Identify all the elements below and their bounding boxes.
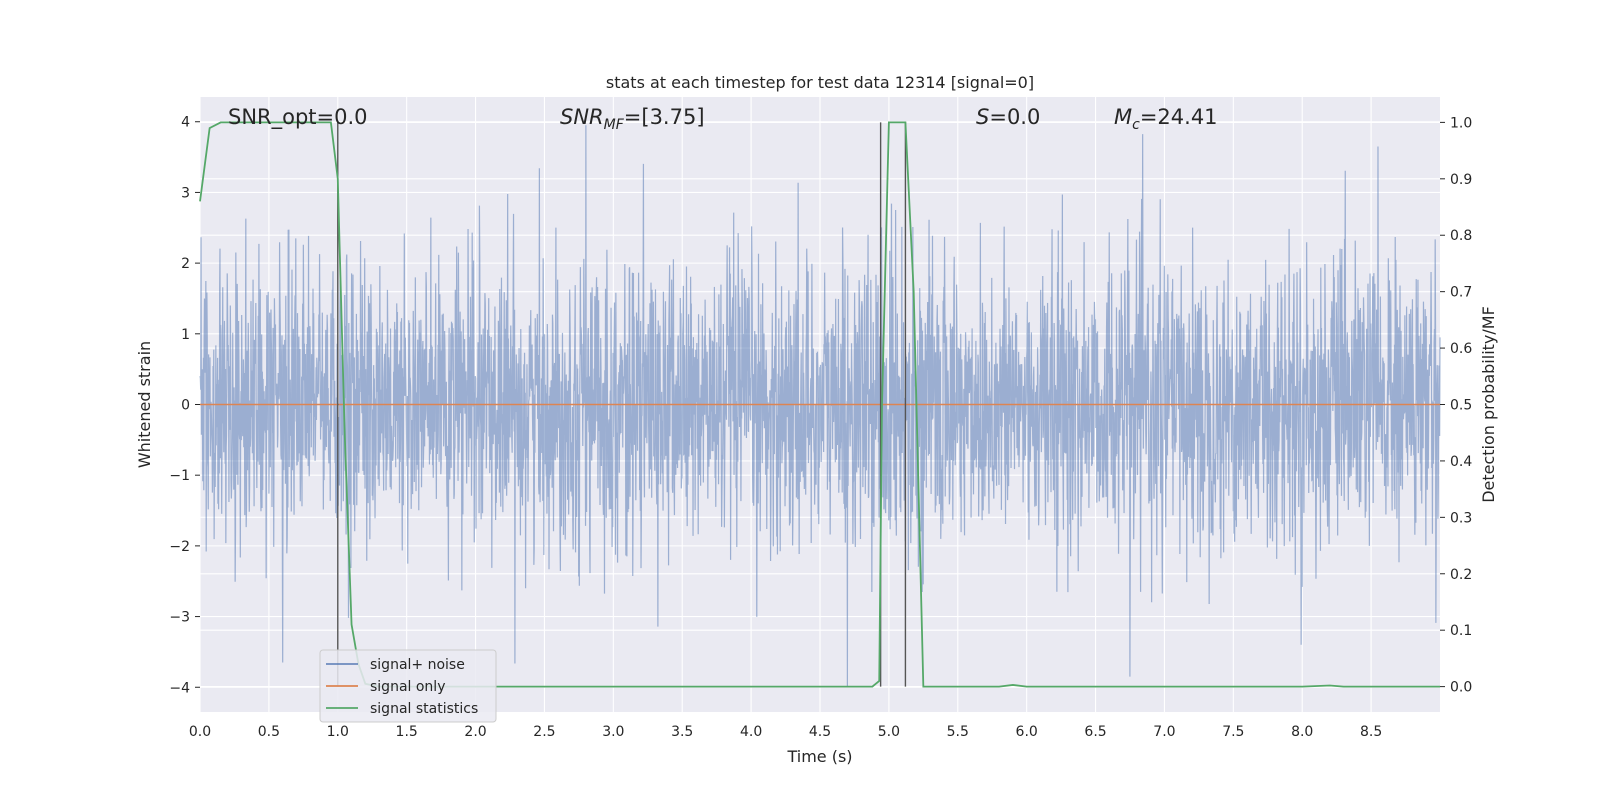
y2-tick-label: 0.3 (1450, 510, 1472, 526)
series-signal-statistics (199, 121, 1440, 688)
y-tick-label: 3 (181, 185, 190, 201)
y-axis-ticks: 4 3 2 1 0 −1 −2 −3 −4 (169, 115, 200, 696)
annotation-s-value: =0.0 (989, 105, 1040, 129)
x-tick-label: 8.0 (1291, 724, 1313, 740)
x-tick-label: 0.5 (258, 724, 280, 740)
annotation-snr-mf-main: SNR (560, 105, 604, 129)
x-tick-label: 6.5 (1084, 724, 1106, 740)
y2-tick-label: 0.5 (1450, 398, 1472, 414)
x-tick-label: 3.0 (602, 724, 624, 740)
legend: signal+ noise signal only signal statistic… (319, 649, 497, 723)
x-tick-label: 1.0 (327, 724, 349, 740)
annotation-mc-main: M (1114, 105, 1132, 129)
y2-tick-label: 0.1 (1450, 623, 1472, 639)
y-axis-label: Whitened strain (135, 341, 154, 468)
x-tick-label: 4.0 (740, 724, 762, 740)
y2-tick-label: 0.0 (1450, 680, 1472, 696)
y2-tick-label: 0.8 (1450, 228, 1472, 244)
y-tick-label: 4 (181, 115, 190, 131)
y2-axis-label: Detection probability/MF (1479, 306, 1498, 503)
y-tick-label: 1 (181, 327, 190, 343)
annotation-snr-opt: SNR_opt=0.0 (228, 105, 368, 130)
annotation-snr-mf: SNRMF=[3.75] (560, 105, 705, 133)
x-tick-label: 8.5 (1360, 724, 1382, 740)
y2-tick-label: 0.4 (1450, 454, 1472, 470)
annotation-mc: Mc=24.41 (1114, 105, 1218, 133)
y2-tick-label: 0.9 (1450, 172, 1472, 188)
annotation-mc-value: =24.41 (1140, 105, 1218, 129)
y-tick-label: −3 (169, 610, 190, 626)
x-tick-label: 4.5 (809, 724, 831, 740)
series-signal-noise (199, 125, 1441, 688)
y2-axis-ticks: 1.0 0.9 0.8 0.7 0.6 0.5 0.4 0.3 0.2 0.1 0.0 (1440, 115, 1472, 696)
series-line-signal-noise (199, 125, 1441, 688)
x-tick-label: 6.0 (1016, 724, 1038, 740)
x-axis-label: Time (s) (786, 747, 852, 766)
y-tick-label: 0 (181, 398, 190, 414)
x-tick-label: 2.5 (533, 724, 555, 740)
annotation-mc-sub: c (1132, 117, 1140, 133)
x-axis-ticks: 0.0 0.5 1.0 1.5 2.0 2.5 3.0 3.5 4.0 4.5 5.0 5.5 6.0 6… (189, 724, 1382, 740)
y2-tick-label: 1.0 (1450, 115, 1472, 131)
legend-label: signal+ noise (370, 657, 465, 673)
series-line-signal-statistics (199, 121, 1440, 688)
y2-tick-label: 0.2 (1450, 567, 1472, 583)
x-tick-label: 5.0 (878, 724, 900, 740)
y2-tick-label: 0.7 (1450, 285, 1472, 301)
annotation-s: S=0.0 (976, 105, 1040, 129)
chart-title: stats at each timestep for test data 123… (606, 73, 1034, 92)
x-tick-label: 3.5 (671, 724, 693, 740)
y-tick-label: −1 (169, 468, 190, 484)
y-tick-label: 2 (181, 256, 190, 272)
x-tick-label: 7.5 (1222, 724, 1244, 740)
annotation-s-main: S (976, 105, 989, 129)
y-tick-label: −4 (169, 680, 190, 696)
x-tick-label: 1.5 (396, 724, 418, 740)
y2-tick-label: 0.6 (1450, 341, 1472, 357)
x-tick-label: 5.5 (947, 724, 969, 740)
legend-label: signal statistics (370, 701, 478, 717)
x-tick-label: 0.0 (189, 724, 211, 740)
legend-box (319, 649, 497, 723)
x-tick-label: 7.0 (1153, 724, 1175, 740)
x-tick-label: 2.0 (464, 724, 486, 740)
legend-label: signal only (370, 679, 445, 695)
annotation-snr-mf-sub: MF (604, 117, 625, 133)
annotation-snr-mf-value: =[3.75] (624, 105, 705, 129)
y-tick-label: −2 (169, 539, 190, 555)
